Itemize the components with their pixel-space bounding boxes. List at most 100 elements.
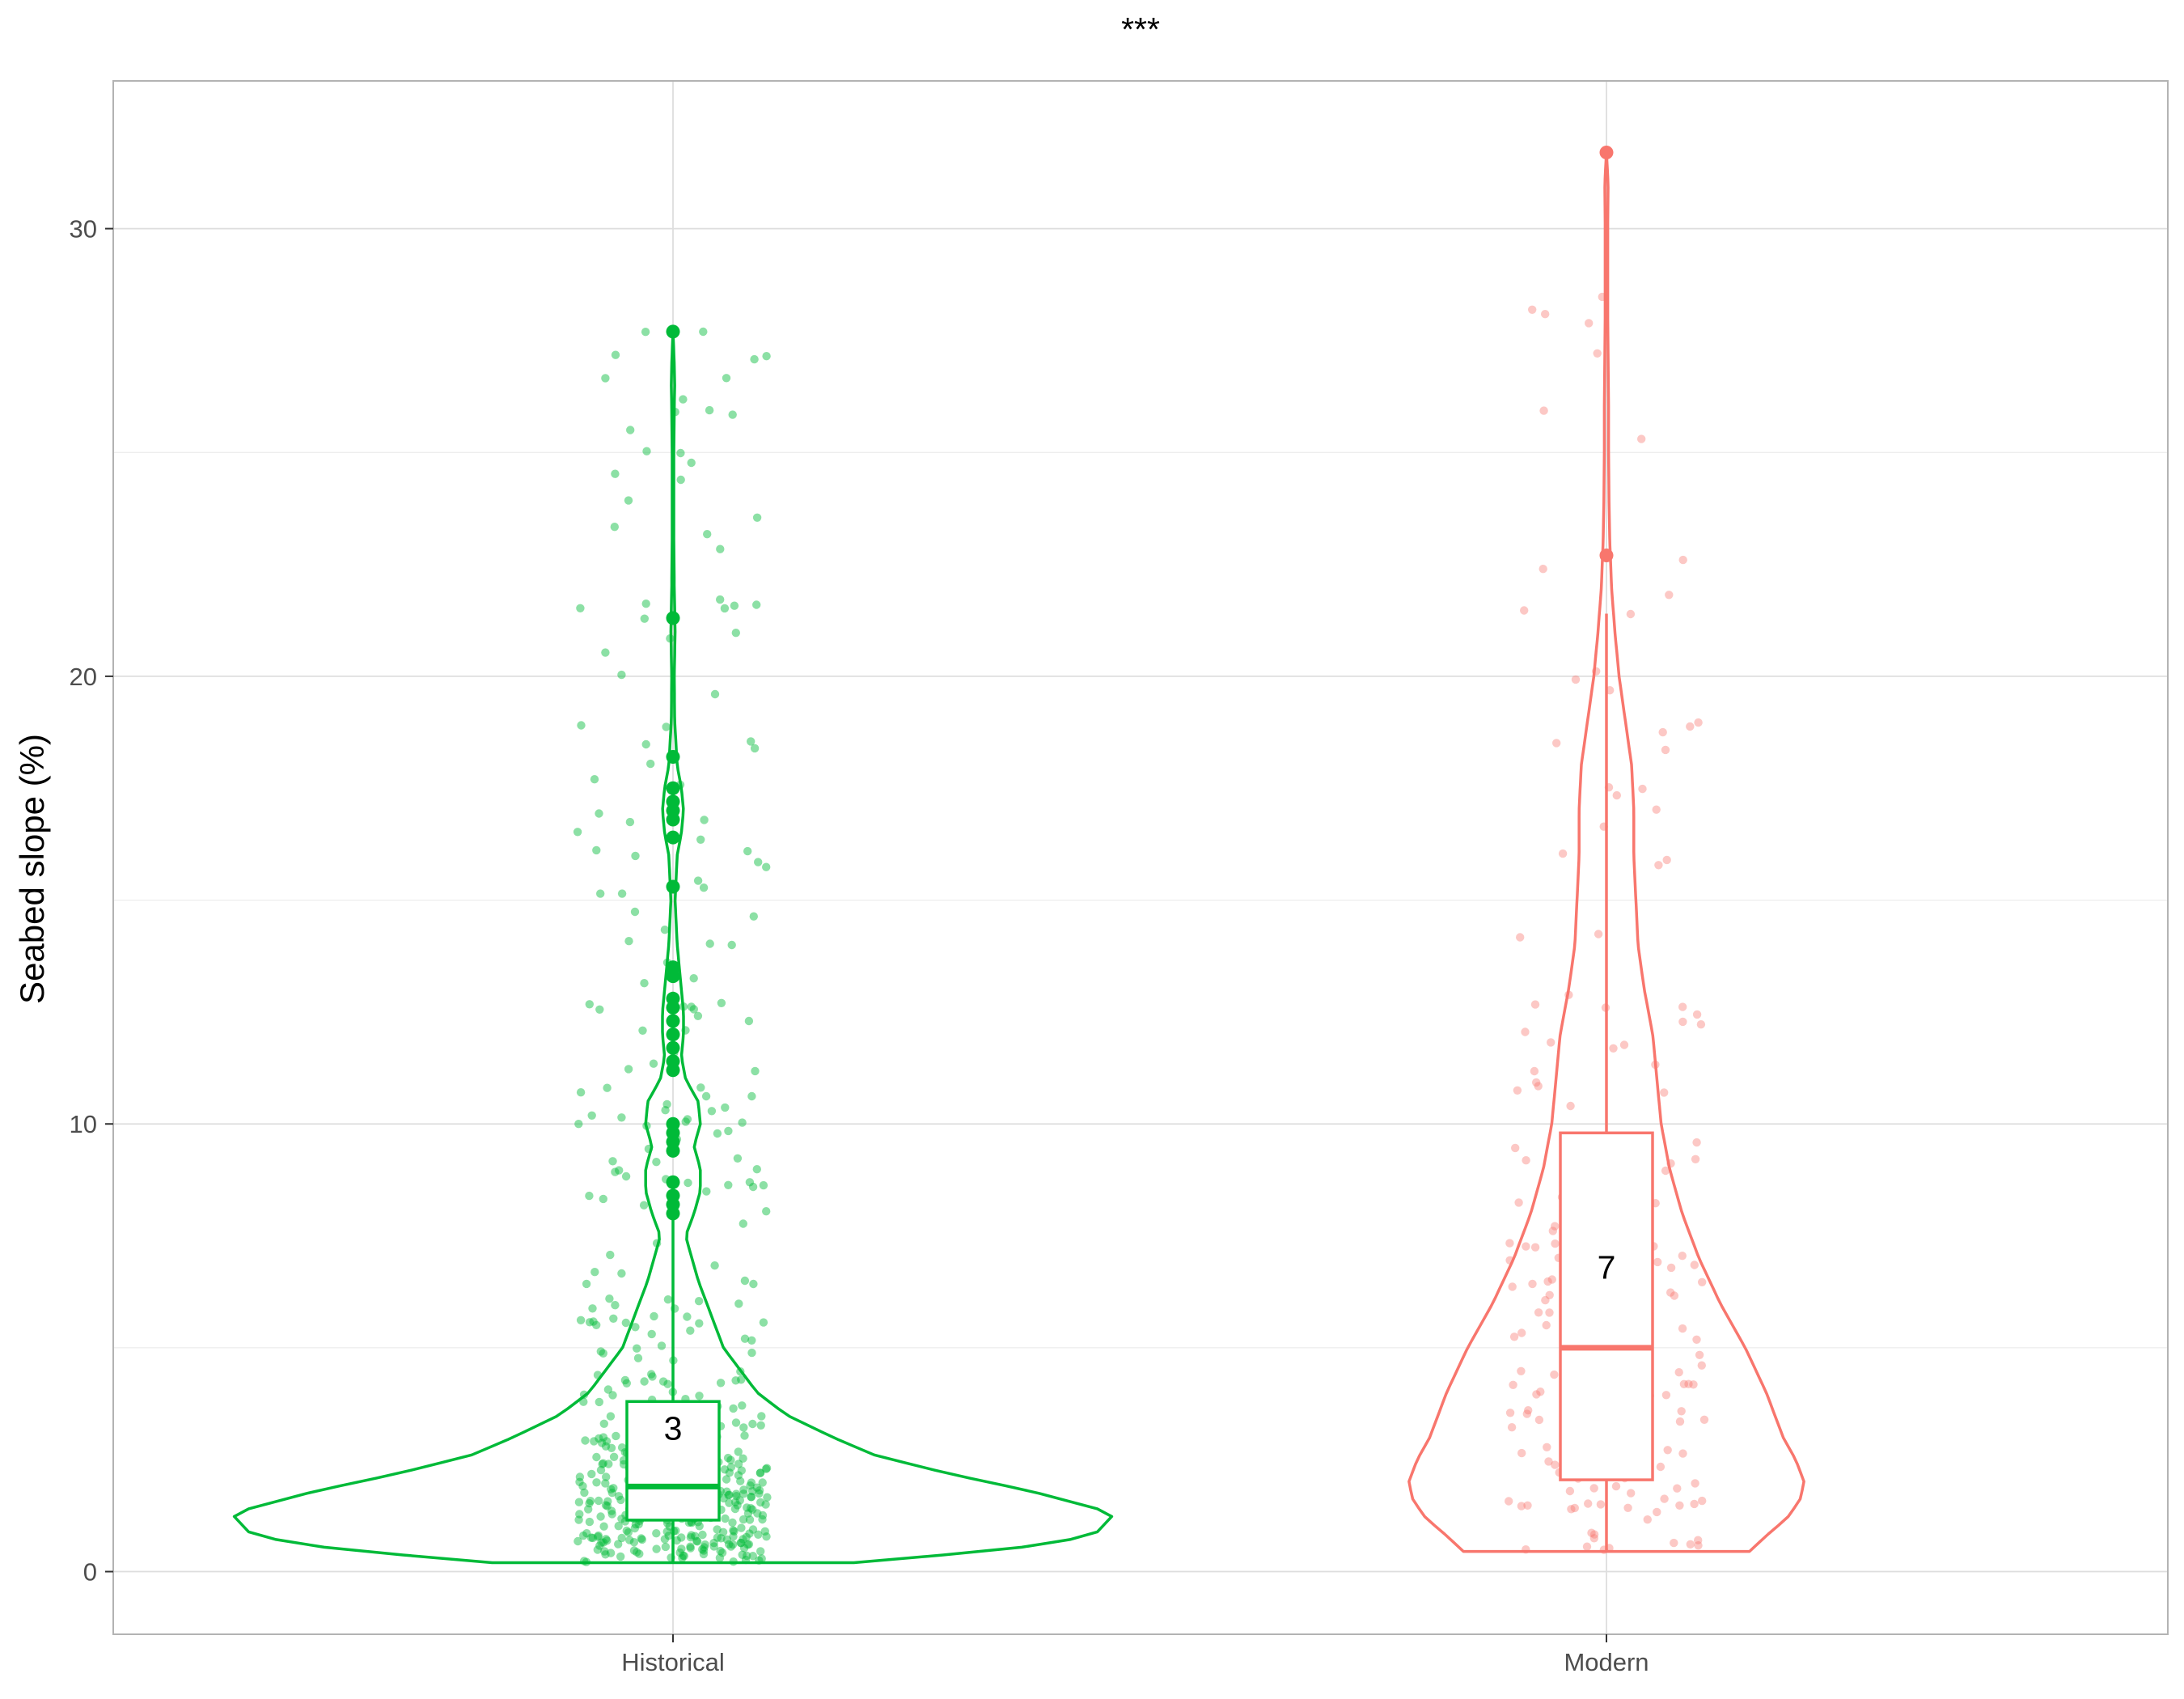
jitter-point (594, 1531, 603, 1540)
jitter-point (647, 1370, 656, 1379)
jitter-point (716, 544, 725, 553)
jitter-point (733, 1154, 743, 1163)
jitter-point (726, 1542, 735, 1551)
jitter-point (672, 1536, 681, 1545)
jitter-point (1690, 1260, 1699, 1269)
jitter-point (624, 1528, 633, 1537)
jitter-point (1662, 855, 1671, 865)
jitter-point (1698, 1496, 1707, 1506)
jitter-point (1547, 1038, 1555, 1047)
jitter-point (683, 1312, 692, 1321)
jitter-point (1679, 1379, 1689, 1389)
jitter-point (660, 1535, 670, 1544)
jitter-point (1570, 1503, 1580, 1513)
jitter-point (634, 1519, 643, 1529)
jitter-point (576, 1088, 586, 1097)
x-tick-label: Historical (621, 1648, 724, 1676)
outlier-point (1599, 146, 1614, 159)
outlier-point (666, 830, 680, 845)
jitter-point (746, 1504, 756, 1513)
jitter-point (747, 1348, 756, 1358)
jitter-point (589, 1317, 598, 1326)
jitter-point (617, 670, 626, 680)
jitter-point (745, 1515, 755, 1524)
jitter-point (578, 1481, 587, 1491)
jitter-point (731, 1376, 740, 1385)
outlier-point (666, 1206, 680, 1221)
jitter-point (739, 1489, 748, 1498)
jitter-point (698, 1530, 707, 1540)
jitter-point (1565, 1486, 1575, 1496)
group-mean-label: 7 (1598, 1248, 1616, 1286)
jitter-point (703, 530, 712, 539)
jitter-point (1673, 1484, 1682, 1493)
jitter-point (599, 1538, 608, 1547)
jitter-point (1698, 1277, 1707, 1287)
jitter-point (737, 1466, 746, 1475)
jitter-point (722, 374, 731, 383)
jitter-point (1514, 1198, 1523, 1207)
jitter-point (592, 1320, 601, 1330)
jitter-point (739, 1454, 747, 1463)
jitter-point (733, 1501, 742, 1510)
jitter-point (739, 1535, 747, 1544)
jitter-point (728, 1540, 738, 1549)
jitter-point (606, 1412, 616, 1421)
jitter-point (720, 604, 730, 613)
jitter-point (617, 889, 627, 898)
jitter-point (633, 1354, 643, 1362)
x-axis-ticks: Historical Modern (621, 1634, 1649, 1676)
jitter-point (622, 1526, 631, 1536)
jitter-point (1530, 1066, 1539, 1076)
jitter-point (601, 374, 610, 383)
jitter-point (663, 1379, 672, 1388)
jitter-point (692, 1537, 702, 1546)
jitter-point (624, 937, 633, 946)
jitter-point (739, 1515, 748, 1524)
jitter-point (611, 469, 620, 478)
jitter-point (579, 1557, 589, 1566)
jitter-point (574, 1536, 582, 1546)
jitter-point (729, 1526, 738, 1535)
jitter-point (602, 1437, 612, 1446)
jitter-point (1543, 1277, 1552, 1286)
jitter-point (740, 1431, 749, 1440)
jitter-point (752, 1483, 761, 1492)
jitter-point (752, 513, 762, 522)
jitter-point (601, 1479, 610, 1488)
jitter-point (582, 1529, 591, 1538)
jitter-point (592, 845, 601, 855)
jitter-point (607, 1510, 616, 1519)
jitter-point (737, 1375, 746, 1384)
jitter-point (709, 1542, 718, 1551)
jitter-point (761, 1500, 770, 1509)
jitter-point (620, 1375, 630, 1385)
jitter-point (677, 1533, 686, 1542)
jitter-point (657, 1341, 667, 1350)
jitter-point (609, 1484, 618, 1493)
jitter-point (705, 939, 714, 948)
jitter-point (1661, 1166, 1670, 1176)
jitter-point (1694, 718, 1703, 727)
jitter-point (660, 926, 670, 934)
jitter-point (611, 1167, 620, 1176)
jitter-point (748, 1505, 757, 1515)
y-tick-label: 10 (70, 1110, 97, 1138)
jitter-point (1522, 1409, 1532, 1418)
jitter-point (1699, 1415, 1709, 1425)
jitter-point (750, 354, 759, 364)
jitter-point (649, 1059, 658, 1068)
jitter-point (585, 1191, 594, 1201)
jitter-point (648, 1372, 657, 1381)
boxplots (625, 613, 1654, 1563)
significance-annotation: *** (1121, 11, 1160, 48)
jitter-point (694, 1297, 704, 1306)
jitter-point (1677, 1407, 1686, 1416)
jitter-point (1551, 1239, 1560, 1248)
jitter-point (1663, 1446, 1672, 1455)
jitter-point (725, 1468, 734, 1477)
jitter-point (1689, 1380, 1698, 1389)
jitter-point (763, 1493, 772, 1502)
jitter-point (1675, 1501, 1684, 1510)
jitter-point (716, 1379, 726, 1388)
